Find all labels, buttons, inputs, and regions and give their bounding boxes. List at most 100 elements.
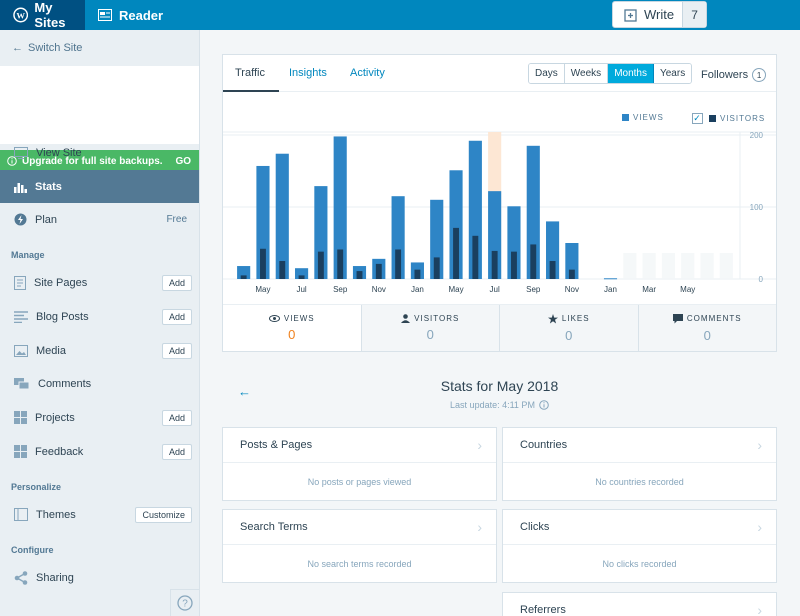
- help-button[interactable]: ?: [170, 589, 199, 616]
- sidebar-item-comments[interactable]: Comments: [0, 367, 199, 400]
- module-empty-text: No countries recorded: [595, 476, 684, 487]
- add-media-button[interactable]: Add: [161, 342, 192, 359]
- upgrade-nudge[interactable]: Upgrade for full site backups. GO: [0, 150, 199, 172]
- sidebar-item-blog-posts[interactable]: Blog Posts Add: [0, 300, 199, 333]
- summary-comments-tab[interactable]: COMMENTS 0: [638, 305, 776, 351]
- views-bar: [333, 136, 347, 279]
- x-tick-label: Jul: [490, 285, 500, 294]
- my-sites-button[interactable]: W My Sites: [0, 0, 85, 30]
- visitors-bar: [298, 275, 305, 279]
- module-header[interactable]: Countries ›: [503, 428, 776, 463]
- x-tick-label: Jan: [604, 285, 617, 294]
- summary-views-tab[interactable]: VIEWS 0: [223, 305, 362, 351]
- chevron-right-icon: ›: [477, 437, 482, 453]
- switch-site-label: Switch Site: [28, 42, 83, 54]
- drafts-count[interactable]: 7: [682, 2, 706, 27]
- add-post-button[interactable]: Add: [161, 308, 192, 325]
- module-header[interactable]: Clicks ›: [503, 510, 776, 545]
- sidebar-item-label: Comments: [38, 377, 92, 390]
- visitors-bar: [433, 257, 440, 279]
- sidebar-item-label: Site Pages: [34, 276, 88, 289]
- wordpress-icon: W: [13, 7, 29, 23]
- sidebar-item-sharing[interactable]: Sharing: [0, 561, 199, 594]
- views-bar: [526, 145, 540, 279]
- empty-bar-placeholder: [661, 253, 675, 279]
- visitors-bar: [240, 275, 247, 279]
- module-header[interactable]: Search Terms ›: [223, 510, 496, 545]
- x-tick-label: Sep: [526, 285, 541, 294]
- module-empty-text: No search terms recorded: [307, 558, 412, 569]
- visitors-bar: [414, 269, 421, 279]
- y-tick-label: 200: [750, 131, 764, 140]
- empty-bar-placeholder: [642, 253, 656, 279]
- summary-value: 0: [703, 327, 711, 343]
- customize-button[interactable]: Customize: [135, 506, 192, 523]
- views-bar: [275, 153, 289, 279]
- sidebar-item-projects[interactable]: Projects Add: [0, 401, 199, 434]
- switch-site-link[interactable]: ← Switch Site: [12, 42, 82, 54]
- period-years[interactable]: Years: [653, 64, 692, 83]
- tab-insights[interactable]: Insights: [289, 67, 327, 79]
- write-label: Write: [644, 7, 675, 22]
- visitors-bar: [337, 249, 344, 279]
- views-bar: [488, 191, 502, 279]
- tab-traffic[interactable]: Traffic: [235, 67, 265, 79]
- summary-visitors-tab[interactable]: VISITORS 0: [361, 305, 500, 351]
- projects-icon: [14, 411, 27, 424]
- legend-visitors[interactable]: ✓ VISITORS: [692, 113, 765, 124]
- views-bar: [237, 266, 251, 279]
- sidebar-item-feedback[interactable]: Feedback Add: [0, 435, 199, 468]
- sidebar-item-plan[interactable]: Plan Free: [0, 203, 199, 236]
- empty-bar-placeholder: [719, 253, 733, 279]
- sidebar-item-media[interactable]: Media Add: [0, 334, 199, 367]
- followers-link[interactable]: Followers 1: [701, 68, 767, 82]
- legend-views: VIEWS: [622, 113, 664, 122]
- module-header[interactable]: Posts & Pages ›: [223, 428, 496, 463]
- comments-icon: [14, 377, 30, 389]
- module-header[interactable]: Referrers ›: [503, 593, 776, 616]
- summary-value: 0: [426, 327, 434, 342]
- add-feedback-button[interactable]: Add: [161, 443, 192, 460]
- reader-button[interactable]: Reader: [98, 0, 163, 30]
- upgrade-go-link[interactable]: GO: [175, 155, 191, 167]
- current-site-card[interactable]: Upgrade for full site backups. GO: [0, 66, 199, 172]
- countries-module: Countries › No countries recorded: [502, 427, 777, 501]
- sidebar-item-themes[interactable]: Themes Customize: [0, 498, 199, 531]
- module-empty-text: No clicks recorded: [602, 558, 677, 569]
- x-tick-label: Sep: [333, 285, 348, 294]
- visitors-bar: [511, 251, 517, 279]
- eye-icon: [268, 315, 280, 322]
- summary-value: 0: [288, 327, 296, 342]
- add-page-button[interactable]: Add: [161, 274, 192, 291]
- sidebar-item-site-pages[interactable]: Site Pages Add: [0, 266, 199, 299]
- period-months[interactable]: Months: [608, 64, 654, 83]
- section-configure: Configure: [11, 545, 54, 555]
- write-button[interactable]: Write 7: [612, 1, 707, 28]
- views-bar: [546, 221, 560, 279]
- summary-likes-tab[interactable]: LIKES 0: [500, 305, 639, 351]
- section-personalize: Personalize: [11, 482, 62, 492]
- posts-pages-module: Posts & Pages › No posts or pages viewed: [222, 427, 497, 501]
- period-weeks[interactable]: Weeks: [564, 64, 609, 83]
- visitors-checkbox[interactable]: ✓: [692, 113, 703, 124]
- views-bar: [565, 243, 579, 279]
- sidebar-item-view-site[interactable]: View Site: [0, 136, 199, 169]
- previous-period-arrow[interactable]: ←: [238, 384, 251, 399]
- visitors-bar: [260, 248, 266, 279]
- info-icon[interactable]: [539, 400, 549, 410]
- star-icon: [547, 313, 558, 323]
- tab-activity[interactable]: Activity: [350, 67, 385, 79]
- chevron-right-icon: ›: [757, 602, 762, 616]
- summary-label: VISITORS: [414, 314, 460, 323]
- empty-bar-placeholder: [700, 253, 714, 279]
- visitors-bar: [279, 261, 286, 279]
- page-icon: [14, 275, 26, 290]
- comment-icon: [672, 313, 683, 323]
- sidebar-item-stats[interactable]: Stats: [0, 170, 199, 203]
- add-project-button[interactable]: Add: [161, 409, 192, 426]
- my-sites-label: My Sites: [34, 0, 66, 30]
- views-bar: [449, 170, 463, 279]
- arrow-left-icon: ←: [12, 42, 23, 54]
- period-days[interactable]: Days: [529, 64, 565, 83]
- share-icon: [14, 570, 28, 585]
